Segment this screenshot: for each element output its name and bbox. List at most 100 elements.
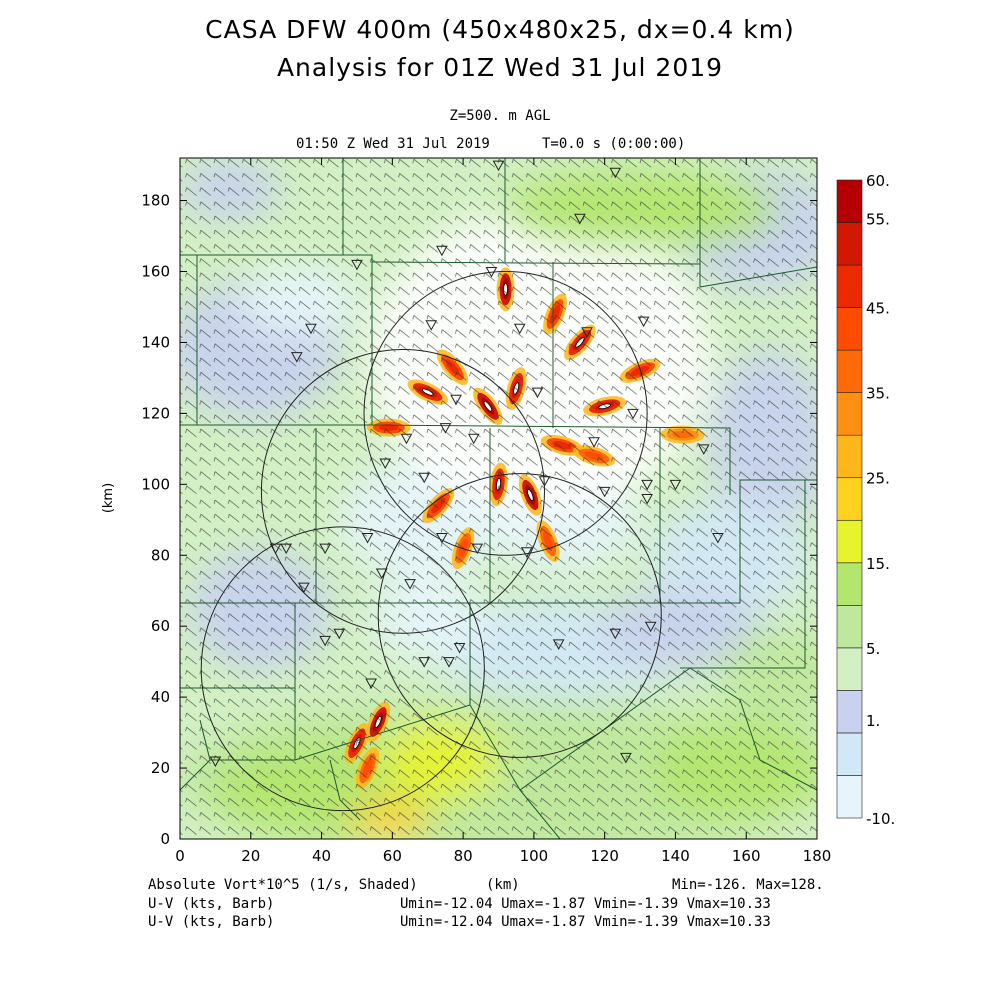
- radar-site-marker: [450, 394, 462, 406]
- radar-site-marker: [471, 543, 484, 555]
- radar-site-marker: [436, 533, 448, 544]
- colorbar-swatch: [836, 605, 863, 649]
- min-max-label: Min=-126. Max=128.: [672, 877, 824, 893]
- radar-site-marker: [400, 433, 413, 445]
- y-tick-label: 60: [151, 617, 170, 635]
- barb-label-2: U-V (kts, Barb): [148, 914, 275, 930]
- radar-range-ring: [377, 473, 662, 758]
- radar-site-marker: [467, 433, 480, 445]
- radar-site-marker: [531, 387, 544, 399]
- y-tick-label: 100: [141, 475, 170, 493]
- radar-site-marker: [269, 543, 282, 555]
- level-label: Z=500. m AGL: [449, 108, 551, 124]
- radar-range-ring: [200, 526, 485, 812]
- x-tick-label: 20: [241, 847, 260, 865]
- radar-site-marker: [598, 486, 611, 498]
- valid-time-label: 01:50 Z Wed 31 Jul 2019: [296, 136, 490, 152]
- colorbar-swatch: [836, 349, 863, 393]
- x-tick-label: 100: [520, 847, 549, 865]
- x-tick-label: 140: [661, 847, 690, 865]
- colorbar-swatch: [836, 477, 863, 521]
- y-tick-label: 160: [141, 263, 170, 281]
- colorbar-swatch: [836, 307, 863, 351]
- radar-site-marker: [669, 479, 682, 491]
- colorbar-swatch: [836, 392, 863, 436]
- y-tick-label: 180: [141, 192, 170, 210]
- radar-site-marker: [379, 458, 392, 470]
- chart-title: CASA DFW 400m (450x480x25, dx=0.4 km): [205, 15, 795, 44]
- y-tick-label: 140: [141, 333, 170, 351]
- colorbar-label: 5.: [866, 640, 880, 658]
- colorbar-label: 55.: [866, 210, 890, 228]
- colorbar-label: 35.: [866, 385, 890, 403]
- x-tick-label: 0: [175, 847, 185, 865]
- colorbar-swatch: [836, 222, 863, 266]
- x-axis-label: (km): [486, 877, 520, 893]
- radar-site-marker: [209, 756, 222, 767]
- y-axis-label: (km): [101, 483, 116, 513]
- radar-site-marker: [436, 245, 448, 257]
- radar-site-marker: [361, 533, 374, 544]
- radar-site-marker: [319, 635, 331, 647]
- radar-site-marker: [425, 320, 438, 331]
- background-shading: [180, 158, 817, 839]
- colorbar-swatch: [836, 519, 863, 564]
- radar-site-marker: [620, 752, 632, 764]
- radar-site-marker: [404, 579, 416, 590]
- radar-range-ring: [363, 271, 648, 556]
- plot-frame: [179, 157, 818, 840]
- colorbar-swatch: [836, 732, 863, 776]
- radar-site-marker: [712, 533, 724, 544]
- field-label: Absolute Vort*10^5 (1/s, Shaded): [148, 877, 418, 893]
- colorbar-label: 45.: [866, 300, 890, 318]
- barb-label-1: U-V (kts, Barb): [148, 896, 275, 912]
- colorbar-label: 60.: [866, 172, 890, 190]
- barb-stats-2: Umin=-12.04 Umax=-1.87 Vmin=-1.39 Vmax=1…: [400, 914, 771, 930]
- radar-site-marker: [574, 213, 586, 225]
- radar-site-marker: [351, 259, 363, 271]
- barb-stats-1: Umin=-12.04 Umax=-1.87 Vmin=-1.39 Vmax=1…: [400, 896, 771, 912]
- radar-site-marker: [443, 657, 455, 668]
- x-tick-label: 160: [732, 847, 761, 865]
- radar-site-marker: [520, 547, 533, 558]
- radar-site-marker: [298, 582, 310, 594]
- radar-site-marker: [641, 479, 653, 491]
- radar-site-marker: [588, 437, 600, 448]
- colorbar: 60. 55. 45. 35. 25. 15. 5. 1. -10.: [836, 172, 895, 828]
- x-tick-label: 60: [383, 847, 402, 865]
- x-tick-label: 80: [454, 847, 473, 865]
- y-tick-label: 40: [151, 688, 170, 706]
- radar-site-marker: [485, 267, 498, 278]
- colorbar-swatch: [836, 690, 863, 734]
- radar-site-marker: [365, 678, 377, 689]
- y-tick-label: 20: [151, 759, 170, 777]
- radar-site-marker: [375, 568, 388, 580]
- colorbar-label: 1.: [866, 712, 880, 730]
- x-tick-label: 40: [312, 847, 331, 865]
- radar-site-marker: [305, 323, 317, 335]
- radar-site-marker: [439, 423, 452, 434]
- colorbar-label: -10.: [866, 810, 895, 828]
- colorbar-swatch: [836, 434, 863, 479]
- radar-site-marker: [290, 352, 303, 363]
- y-tick-label: 80: [151, 546, 170, 564]
- radar-site-marker: [418, 657, 431, 668]
- x-tick-label: 180: [803, 847, 832, 865]
- colorbar-swatch: [836, 562, 863, 606]
- radar-site-marker: [280, 543, 293, 555]
- radar-site-marker: [552, 639, 565, 650]
- radar-site-marker: [538, 476, 551, 487]
- radar-site-marker: [581, 327, 593, 338]
- radar-site-marker: [644, 621, 657, 633]
- radar-site-marker: [319, 543, 331, 555]
- radar-site-marker: [333, 628, 346, 640]
- radar-range-ring: [260, 349, 546, 634]
- colorbar-label: 15.: [866, 555, 890, 573]
- colorbar-swatch: [836, 775, 863, 819]
- y-tick-label: 0: [160, 830, 170, 848]
- radar-site-marker: [492, 160, 505, 172]
- radar-site-marker: [627, 408, 639, 420]
- colorbar-swatch: [836, 264, 863, 308]
- radar-site-marker: [418, 472, 431, 484]
